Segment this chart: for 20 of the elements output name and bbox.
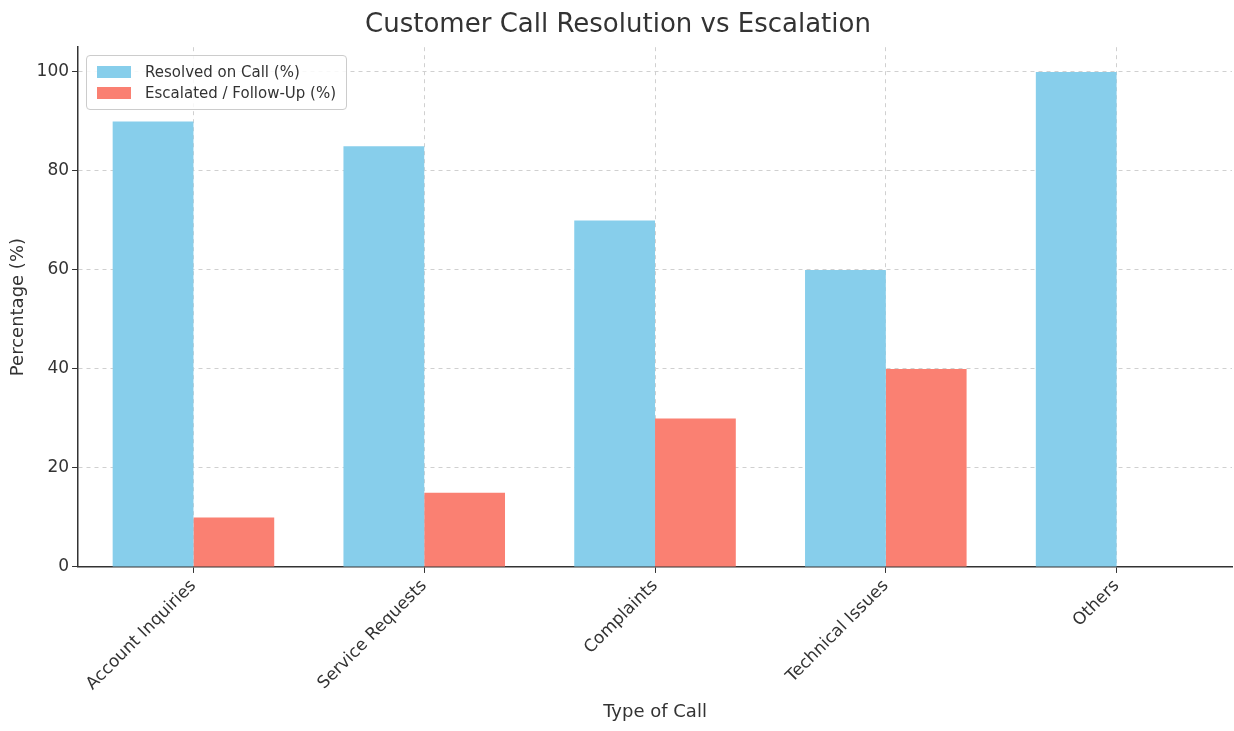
bar (193, 517, 275, 567)
bar (1035, 71, 1117, 567)
y-axis-title: Percentage (%) (6, 237, 28, 377)
bar (424, 492, 506, 567)
bar (805, 269, 886, 567)
bar (343, 146, 425, 567)
y-tick-label: 100 (36, 60, 70, 81)
legend-label: Resolved on Call (%) (145, 63, 300, 82)
y-tick-label: 40 (47, 357, 70, 378)
bar (655, 418, 736, 567)
bar (574, 220, 656, 567)
bar (112, 121, 194, 567)
legend-label: Escalated / Follow-Up (%) (145, 84, 337, 103)
y-tick-label: 60 (47, 258, 70, 279)
bar (885, 368, 967, 567)
chart-title: Customer Call Resolution vs Escalation (365, 8, 871, 39)
y-tick-label: 20 (47, 456, 70, 477)
y-tick-label: 0 (58, 555, 70, 576)
y-tick-label: 80 (47, 159, 70, 180)
x-axis-title: Type of Call (602, 699, 707, 721)
